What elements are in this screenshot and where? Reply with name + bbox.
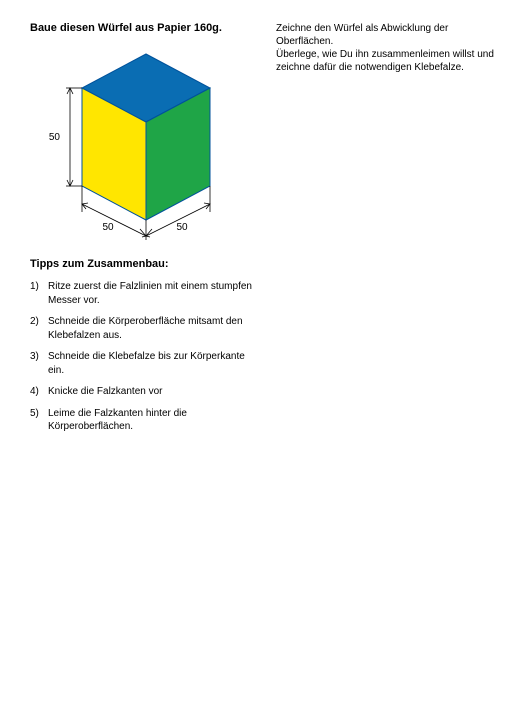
tip-number: 2): [30, 315, 48, 342]
left-column: Baue diesen Würfel aus Papier 160g.: [30, 22, 262, 708]
tip-number: 4): [30, 385, 48, 399]
right-line-3: zeichne dafür die notwendigen Klebefalze…: [276, 62, 464, 73]
tip-text: Ritze zuerst die Falzlinien mit einem st…: [48, 280, 262, 307]
tip-text: Schneide die Körperoberfläche mitsamt de…: [48, 315, 262, 342]
dim-label-left: 50: [49, 132, 61, 143]
cube-svg: 50 50 50: [30, 44, 262, 244]
right-paragraph: Zeichne den Würfel als Abwicklung der Ob…: [276, 22, 502, 74]
tip-text: Schneide die Klebefalze bis zur Körperka…: [48, 350, 262, 377]
tip-text: Knicke die Falzkanten vor: [48, 385, 262, 399]
dim-label-bottom-right: 50: [176, 222, 188, 233]
tip-text: Leime die Falzkanten hinter die Körperob…: [48, 407, 262, 434]
list-item: 5) Leime die Falzkanten hinter die Körpe…: [30, 407, 262, 434]
tip-number: 1): [30, 280, 48, 307]
list-item: 2) Schneide die Körperoberfläche mitsamt…: [30, 315, 262, 342]
right-line-1: Zeichne den Würfel als Abwicklung der Ob…: [276, 23, 448, 47]
tips-list: 1) Ritze zuerst die Falzlinien mit einem…: [30, 280, 262, 442]
right-column: Zeichne den Würfel als Abwicklung der Ob…: [276, 22, 502, 708]
list-item: 4) Knicke die Falzkanten vor: [30, 385, 262, 399]
tip-number: 3): [30, 350, 48, 377]
dim-label-bottom-left: 50: [102, 222, 114, 233]
dimension-left: [66, 88, 82, 186]
right-line-2: Überlege, wie Du ihn zusammenleimen will…: [276, 49, 494, 60]
tips-heading: Tipps zum Zusammenbau:: [30, 258, 262, 270]
list-item: 3) Schneide die Klebefalze bis zur Körpe…: [30, 350, 262, 377]
left-title: Baue diesen Würfel aus Papier 160g.: [30, 22, 262, 34]
cube-diagram: 50 50 50: [30, 44, 262, 244]
tip-number: 5): [30, 407, 48, 434]
list-item: 1) Ritze zuerst die Falzlinien mit einem…: [30, 280, 262, 307]
page-root: Baue diesen Würfel aus Papier 160g.: [0, 0, 526, 728]
